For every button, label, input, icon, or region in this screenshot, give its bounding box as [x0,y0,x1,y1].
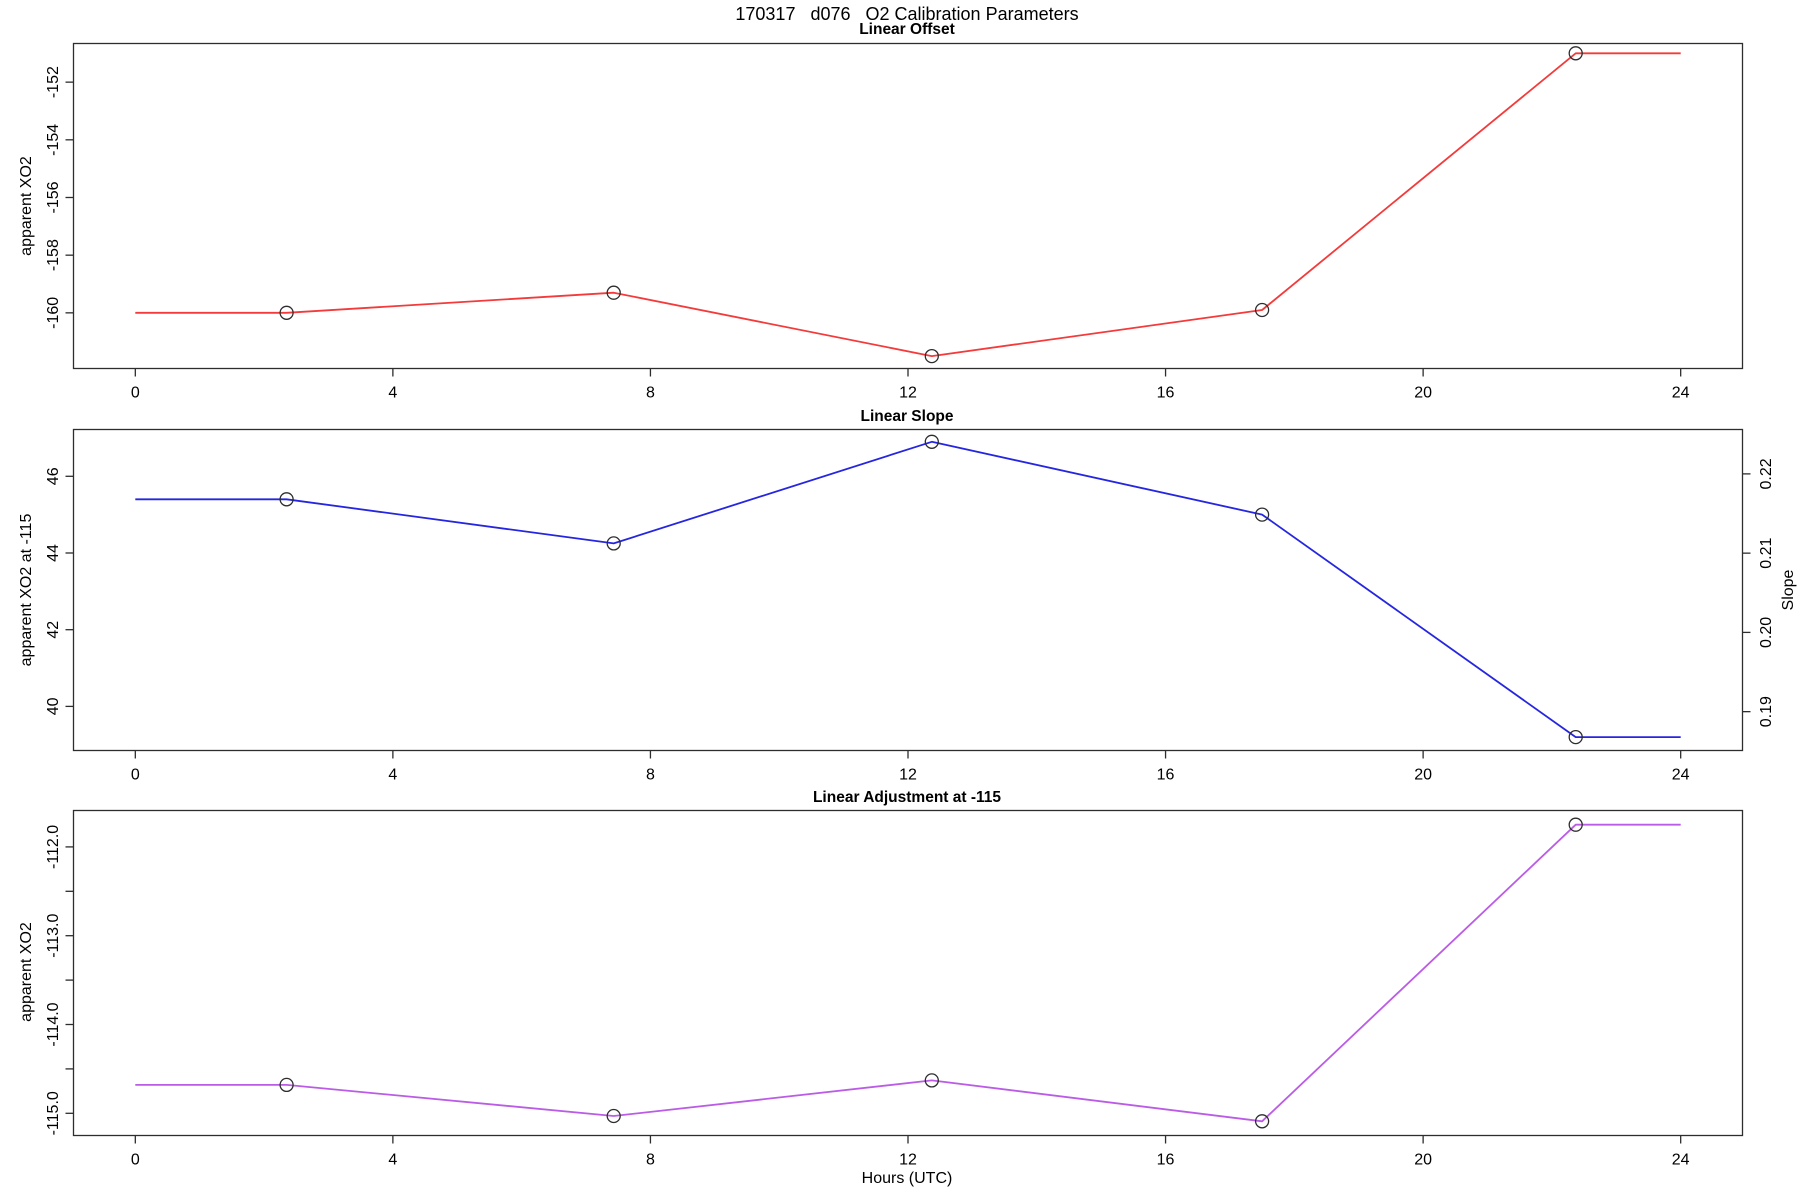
x-tick-label: 8 [646,767,655,784]
y-tick-label: -154 [45,124,62,156]
data-point [924,348,939,364]
y-tick-label: 40 [45,697,62,715]
x-tick-label: 16 [1157,767,1175,784]
y-tick-label: -156 [45,181,62,213]
data-point [924,1073,939,1088]
x-tick-label: 12 [899,1152,917,1169]
data-point [606,536,621,551]
figure-title: 170317 d076 O2 Calibration Parameters [735,4,1079,24]
x-tick-label: 24 [1672,1152,1690,1169]
y-tick-label: -158 [45,239,62,271]
data-line [135,440,1681,738]
data-point [279,305,294,320]
x-tick-label: 20 [1414,767,1432,784]
data-point [924,434,939,449]
y-tick-label: 44 [45,544,62,562]
panel-border [72,809,1744,1137]
panel2-title: Linear Slope [860,408,954,425]
panel-linear-adjustment-at-115: 0 4 8 12 16 20 24 -112.0 -113.0 -114.0 -115.0 [45,809,1744,1169]
data-point [1254,302,1270,318]
panel-linear-offset: 0 4 8 12 16 20 24 -152 -154 -156 -158 -160 [45,42,1744,402]
data-line [135,52,1681,358]
x-tick-label: 20 [1414,1152,1432,1169]
data-line [135,823,1681,1123]
y-tick-label: -114.0 [45,1002,62,1046]
x-tick-label: 16 [1157,385,1175,402]
panel1-title: Linear Offset [859,21,955,38]
data-point [279,1077,294,1093]
right-y-tick-label: 0.19 [1758,696,1775,727]
x-tick-label: 8 [646,1152,655,1169]
data-point [279,492,294,507]
x-tick-label: 4 [388,1152,397,1169]
x-tick-label: 20 [1414,385,1432,402]
x-tick-label: 0 [131,1152,140,1169]
x-tick-label: 12 [899,767,917,784]
y-tick-label: -113.0 [45,914,62,958]
right-y-tick-label: 0.21 [1758,537,1775,568]
y-tick-label: -152 [45,66,62,98]
panel-border [72,42,1744,370]
x-tick-label: 16 [1157,1152,1175,1169]
data-point [606,1108,621,1124]
x-tick-label: 4 [388,385,397,402]
right-y-tick-label: 0.20 [1758,617,1775,648]
x-tick-label: 0 [131,767,140,784]
data-point [1254,507,1270,522]
right-y-tick-label: 0.22 [1758,458,1775,489]
x-axis-label: Hours (UTC) [861,1170,953,1187]
y-tick-label: -112.0 [45,825,62,869]
data-point [1568,817,1583,832]
panel-border [72,428,1744,752]
y-tick-label: -115.0 [45,1091,62,1135]
y-tick-label: 42 [45,621,62,639]
y-tick-label: -160 [45,297,62,329]
data-point [1568,729,1583,745]
data-point [1568,46,1583,61]
panel3-title: Linear Adjustment at -115 [812,789,1002,806]
y-tick-label: 46 [45,467,62,485]
x-tick-label: 4 [388,767,397,784]
data-point [1254,1114,1270,1129]
x-tick-label: 12 [899,385,917,402]
x-tick-label: 24 [1672,767,1690,784]
x-tick-label: 24 [1672,385,1690,402]
x-tick-label: 8 [646,385,655,402]
x-tick-label: 0 [131,385,140,402]
data-point [606,285,621,300]
panel-linear-slope: 0 4 8 12 16 20 24 46 44 42 40 0.22 0.21 0.20 0.19 [45,428,1775,784]
